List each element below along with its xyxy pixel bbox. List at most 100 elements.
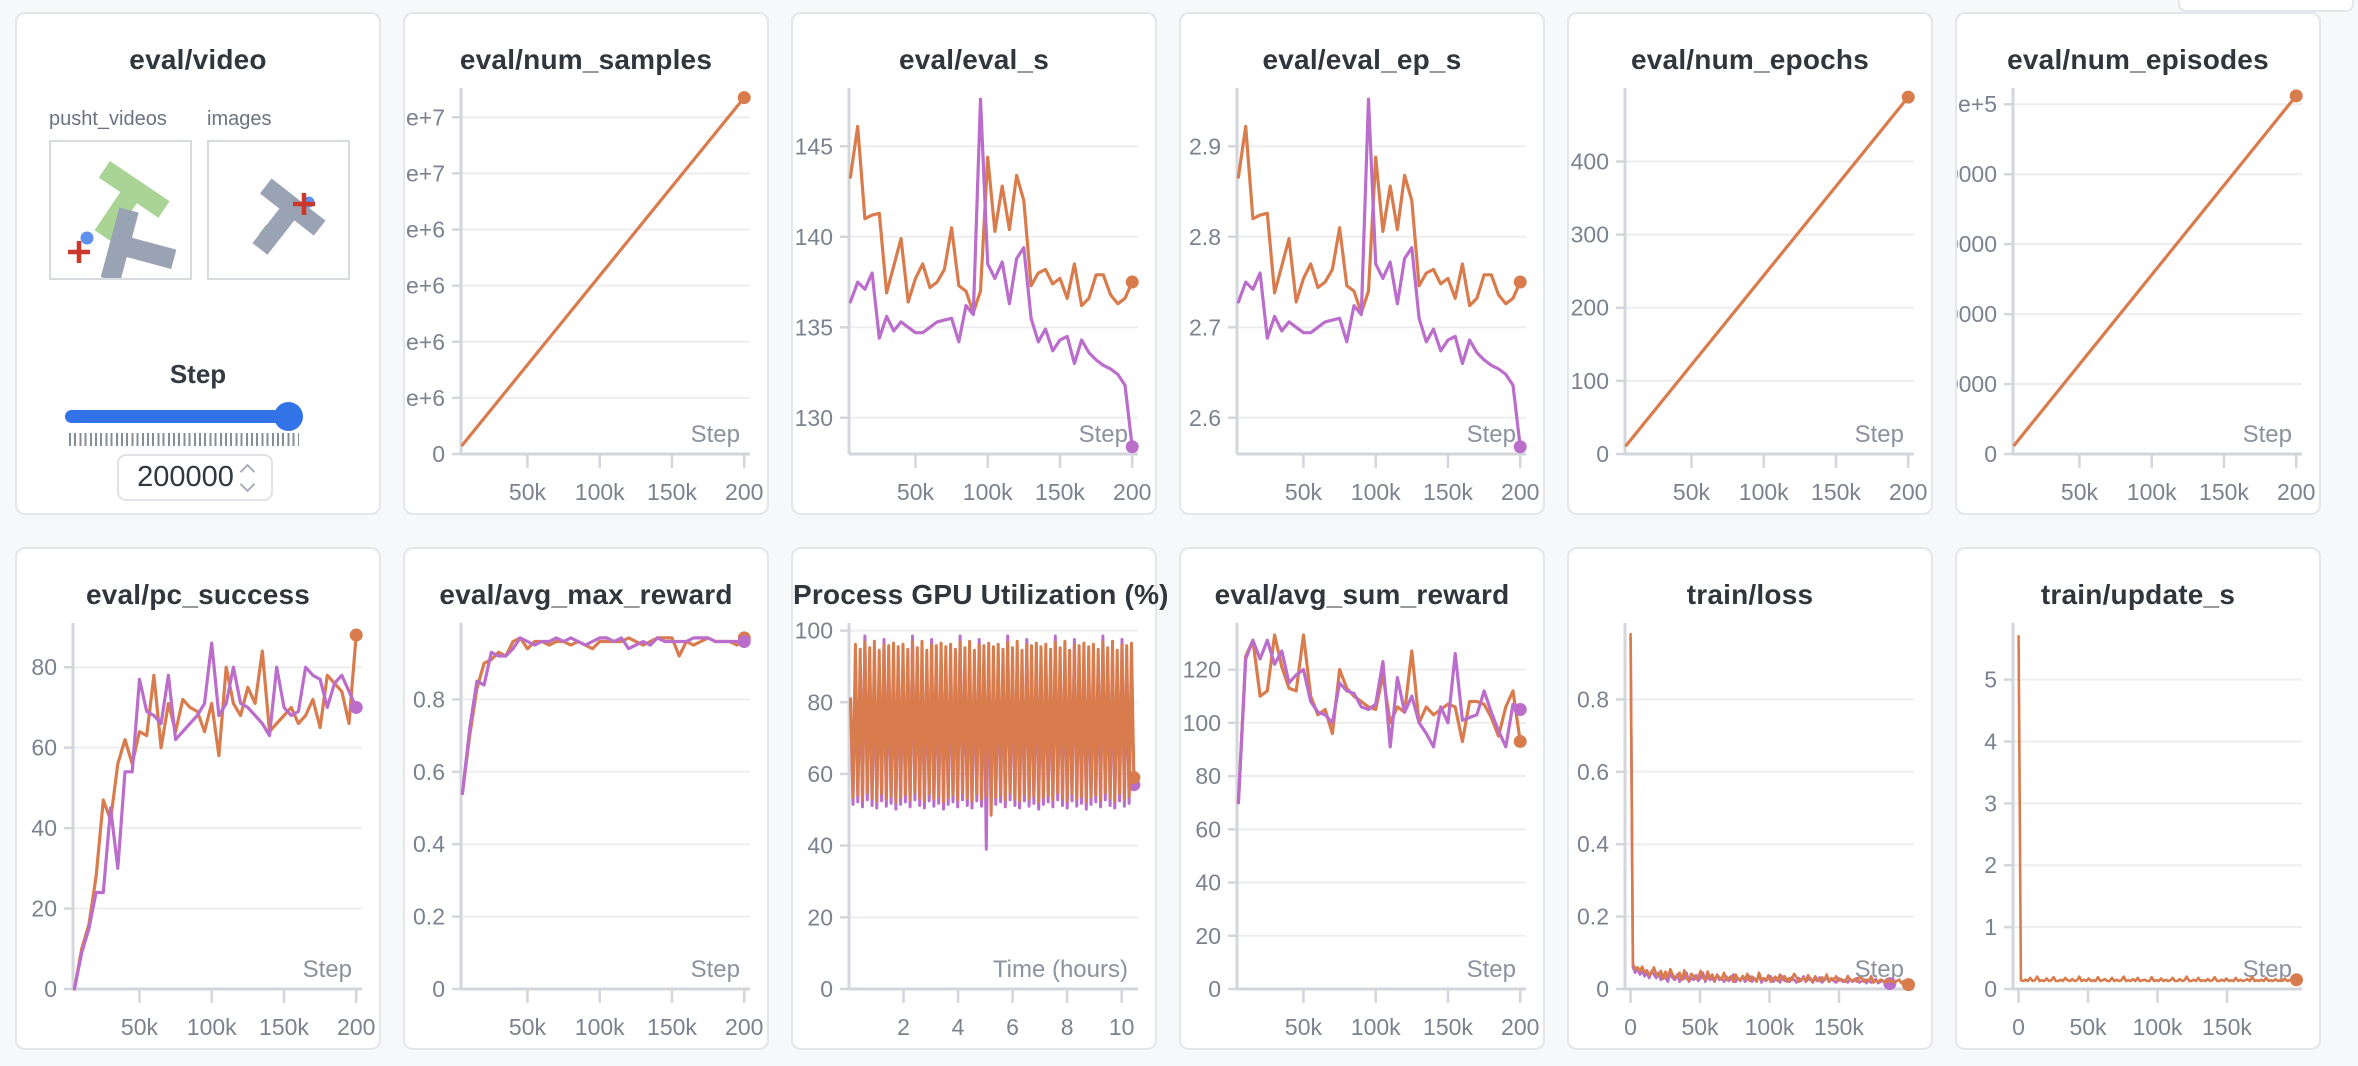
svg-text:60: 60 xyxy=(1195,816,1221,842)
chart-eval-pc-success[interactable]: 0 20 40 60 80 50k 100k 150k 200 Step xyxy=(17,613,378,1049)
axes: 0 50k 100k 150k xyxy=(1623,623,1914,1040)
svg-text:150k: 150k xyxy=(2199,479,2249,505)
chart-eval-eval-ep-s[interactable]: 2.6 2.7 2.8 2.9 50k 100k 150k 200 Step xyxy=(1181,78,1542,514)
svg-text:60: 60 xyxy=(807,761,833,787)
chart-eval-num-episodes[interactable]: 0 20000 40000 60000 80000 1e+5 50k 100k 150k 200 S… xyxy=(1957,78,2318,514)
series-endpoint-run-orange[interactable] xyxy=(2289,89,2303,103)
x-axis-label: Step xyxy=(1467,421,1516,448)
svg-text:50k: 50k xyxy=(509,1014,547,1040)
svg-text:150k: 150k xyxy=(2202,1014,2252,1040)
panel-process-gpu-utilization[interactable]: Process GPU Utilization (%) 0 20 40 60 80 100 2… xyxy=(791,547,1169,1050)
series-line-run-orange[interactable] xyxy=(849,639,1136,817)
pusht-videos-frame[interactable] xyxy=(49,140,192,283)
spinner-down-icon[interactable] xyxy=(239,476,256,492)
images-thumb: images xyxy=(207,108,350,280)
panel-eval-eval-ep-s[interactable]: eval/eval_ep_s 2.6 2.7 2.8 2.9 50k 100k 150k 200… xyxy=(1179,12,1545,515)
series-line-run-orange[interactable] xyxy=(1624,95,1910,447)
chart-eval-avg-max-reward[interactable]: 0 0.2 0.4 0.6 0.8 50k 100k 150k 200 Step xyxy=(405,613,766,1049)
svg-text:150k: 150k xyxy=(647,1014,697,1040)
svg-text:20: 20 xyxy=(1195,923,1221,949)
y-gridlines: 0 2e+6 4e+6 6e+6 8e+6 1e+7 1.2e+7 xyxy=(405,104,750,467)
svg-text:1.2e+7: 1.2e+7 xyxy=(405,104,445,130)
series-endpoint-run-purple[interactable] xyxy=(349,700,363,714)
panel-eval-num-episodes[interactable]: eval/num_episodes 0 20000 40000 60000 80000 1e… xyxy=(1955,12,2321,515)
panel-train-update-s[interactable]: train/update_s 0 1 2 3 4 5 0 50k 100k 150k Step xyxy=(1955,547,2321,1050)
panel-eval-num-samples[interactable]: eval/num_samples 0 2e+6 4e+6 6e+6 8e+6 1e+7 1.2… xyxy=(403,12,769,515)
series-endpoint-run-orange[interactable] xyxy=(2289,973,2303,987)
series-line-run-orange[interactable] xyxy=(460,96,746,447)
svg-text:50k: 50k xyxy=(897,479,935,505)
svg-text:1e+7: 1e+7 xyxy=(405,160,445,186)
series-line-run-orange[interactable] xyxy=(2017,634,2298,983)
svg-text:50k: 50k xyxy=(509,479,547,505)
panel-eval-avg-max-reward[interactable]: eval/avg_max_reward 0 0.2 0.4 0.6 0.8 50k 100k 1… xyxy=(403,547,769,1050)
series-line-run-orange[interactable] xyxy=(460,636,746,796)
images-frame[interactable] xyxy=(207,140,350,280)
series-line-run-orange[interactable] xyxy=(2012,94,2298,447)
series-line-run-purple[interactable] xyxy=(1236,638,1522,805)
series-endpoint-run-purple[interactable] xyxy=(1513,440,1527,454)
series-endpoint-run-purple[interactable] xyxy=(1513,703,1527,717)
chart-eval-eval-s[interactable]: 130 135 140 145 50k 100k 150k 200 Step xyxy=(793,78,1154,514)
series-line-run-purple[interactable] xyxy=(72,641,358,991)
svg-text:150k: 150k xyxy=(1423,479,1473,505)
svg-text:100: 100 xyxy=(1183,710,1221,736)
pusht-videos-thumb: pusht_videos xyxy=(49,108,192,283)
series-endpoint-run-orange[interactable] xyxy=(1513,275,1527,289)
panel-eval-video[interactable]: eval/video pusht_videos xyxy=(15,12,381,515)
svg-text:100k: 100k xyxy=(963,479,1013,505)
series-endpoint-run-purple[interactable] xyxy=(737,634,751,648)
svg-text:2e+6: 2e+6 xyxy=(405,385,445,411)
series-line-run-orange[interactable] xyxy=(848,124,1134,315)
chart-eval-avg-sum-reward[interactable]: 0 20 40 60 80 100 120 50k 100k 150k 200 Step xyxy=(1181,613,1542,1049)
chart-eval-num-epochs[interactable]: 0 100 200 300 400 50k 100k 150k 200 Step xyxy=(1569,78,1930,514)
series-endpoint-run-orange[interactable] xyxy=(737,91,751,105)
series-endpoint-run-orange[interactable] xyxy=(349,628,363,642)
svg-text:50k: 50k xyxy=(2061,479,2099,505)
series-line-run-purple[interactable] xyxy=(1629,636,1892,985)
series-endpoint-run-orange[interactable] xyxy=(1901,90,1915,104)
svg-text:100k: 100k xyxy=(1351,1014,1401,1040)
axes: 50k 100k 150k 200 xyxy=(1235,88,1539,505)
chart-title: train/loss xyxy=(1686,579,1814,610)
series-line-run-orange[interactable] xyxy=(1236,633,1522,805)
image-preview-icon xyxy=(252,178,326,255)
step-number-input[interactable]: 200000 xyxy=(117,454,273,501)
step-slider-knob[interactable] xyxy=(274,402,303,431)
svg-text:4e+6: 4e+6 xyxy=(405,329,445,355)
series-endpoint-run-orange[interactable] xyxy=(1125,275,1139,289)
series-line-run-purple[interactable] xyxy=(1236,97,1522,449)
svg-text:200: 200 xyxy=(1889,479,1927,505)
series-line-run-orange[interactable] xyxy=(72,633,358,991)
svg-text:0: 0 xyxy=(1984,441,1997,467)
series-endpoint-run-orange[interactable] xyxy=(1127,771,1141,785)
svg-text:0.4: 0.4 xyxy=(1577,831,1609,857)
panel-train-loss[interactable]: train/loss 0 0.2 0.4 0.6 0.8 0 50k 100k 150k Step xyxy=(1567,547,1933,1050)
panel-eval-avg-sum-reward[interactable]: eval/avg_sum_reward 0 20 40 60 80 100 120 50k 100… xyxy=(1179,547,1545,1050)
object-tee-shape xyxy=(100,207,177,283)
panel-eval-num-epochs[interactable]: eval/num_epochs 0 100 200 300 400 50k 100k 150k 2… xyxy=(1567,12,1933,515)
series-line-run-orange[interactable] xyxy=(1629,632,1910,987)
chart-process-gpu-utilization[interactable]: 0 20 40 60 80 100 2 4 6 8 10 Time (hours) xyxy=(793,613,1154,1049)
svg-text:5: 5 xyxy=(1984,667,1997,693)
svg-text:200: 200 xyxy=(2277,479,2315,505)
series-endpoint-run-purple[interactable] xyxy=(1125,440,1139,454)
svg-text:0.2: 0.2 xyxy=(413,904,445,930)
series-endpoint-run-orange[interactable] xyxy=(1901,978,1915,992)
svg-text:0: 0 xyxy=(1984,976,1997,1002)
series-endpoint-run-orange[interactable] xyxy=(1513,734,1527,748)
series-line-run-purple[interactable] xyxy=(848,97,1134,449)
step-slider[interactable] xyxy=(65,402,303,431)
x-axis-label: Step xyxy=(1855,421,1904,448)
series-line-run-orange[interactable] xyxy=(1236,124,1522,315)
svg-text:10: 10 xyxy=(1109,1014,1135,1040)
series-line-run-purple[interactable] xyxy=(460,636,746,796)
chart-eval-num-samples[interactable]: 0 2e+6 4e+6 6e+6 8e+6 1e+7 1.2e+7 50k 100k 150k 20… xyxy=(405,78,766,514)
panel-eval-pc-success[interactable]: eval/pc_success 0 20 40 60 80 50k 100k 150k 200 St… xyxy=(15,547,381,1050)
x-axis-label: Step xyxy=(691,956,740,983)
step-spinner[interactable] xyxy=(239,463,256,492)
panel-eval-eval-s[interactable]: eval/eval_s 130 135 140 145 50k 100k 150k 200 Ste… xyxy=(791,12,1157,515)
chart-title: eval/avg_max_reward xyxy=(439,579,733,610)
